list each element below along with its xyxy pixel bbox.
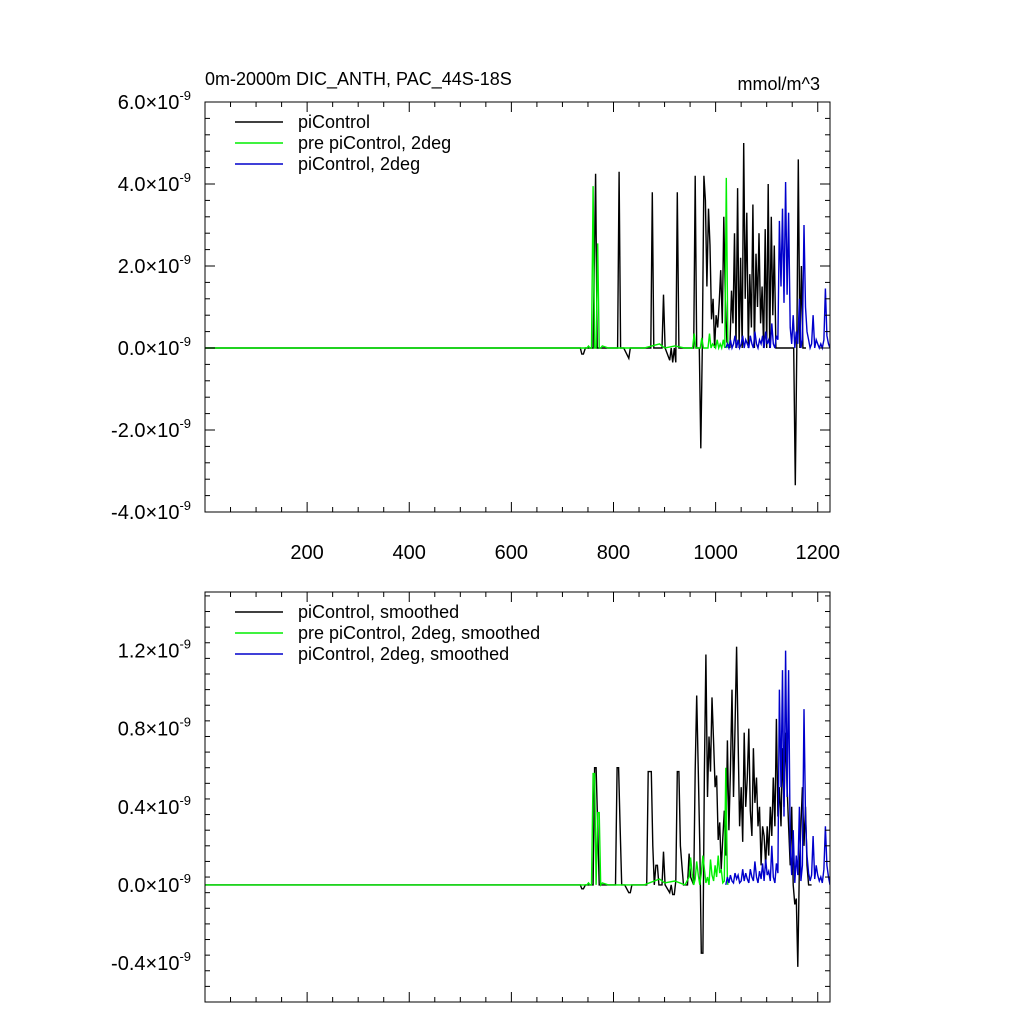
top-x-tick-label: 1200 xyxy=(795,542,840,564)
top-y-tick-label: 2.0×10-9 xyxy=(118,252,191,278)
top-y-tick-label: 0.0×10-9 xyxy=(118,334,191,360)
top-units-label: mmol/m^3 xyxy=(738,74,820,94)
top-y-tick-label: -4.0×10-9 xyxy=(111,498,191,524)
bottom-series-group xyxy=(205,646,830,967)
top-panel: 200 400 600 800 1000 1200 -4.0×10-9 -2.0×10-9 0.… xyxy=(111,69,840,564)
top-x-tick-label: 800 xyxy=(597,542,630,564)
top-series-line-2 xyxy=(725,181,830,351)
top-y-tick-label: 4.0×10-9 xyxy=(118,170,191,196)
bottom-legend-label: piControl, 2deg, smoothed xyxy=(298,644,509,664)
top-legend-label: piControl, 2deg xyxy=(298,154,420,174)
top-x-tick-label: 200 xyxy=(290,542,323,564)
top-y-tick-label: -2.0×10-9 xyxy=(111,416,191,442)
bottom-y-tick-label: 0.4×10-9 xyxy=(118,793,191,819)
top-plot-frame xyxy=(204,101,831,513)
bottom-series-line-2 xyxy=(725,650,830,886)
bottom-legend-label: piControl, smoothed xyxy=(298,602,459,622)
bottom-series-line-1 xyxy=(205,767,729,887)
top-x-tick-label: 600 xyxy=(495,542,528,564)
bottom-y-tick-label: 1.2×10-9 xyxy=(118,637,191,663)
top-x-tick-label: 400 xyxy=(393,542,426,564)
bottom-series-line-0 xyxy=(205,646,812,967)
top-y-tick-label: 6.0×10-9 xyxy=(118,88,191,114)
top-series-group xyxy=(205,142,830,486)
top-x-tick-label: 1000 xyxy=(693,542,738,564)
bottom-y-tick-label: 0.8×10-9 xyxy=(118,715,191,741)
top-series-line-1 xyxy=(205,177,729,351)
bottom-y-tick-label: -0.4×10-9 xyxy=(111,949,191,975)
bottom-y-tick-label: 0.0×10-9 xyxy=(118,871,191,897)
top-series-line-0 xyxy=(205,142,806,486)
bottom-plot-frame xyxy=(204,591,831,1003)
top-legend-label: piControl xyxy=(298,112,370,132)
bottom-panel: -0.4×10-9 0.0×10-9 0.4×10-9 0.8×10-9 1.2×10-… xyxy=(111,591,831,1003)
bottom-legend-label: pre piControl, 2deg, smoothed xyxy=(298,623,540,643)
top-chart-title: 0m-2000m DIC_ANTH, PAC_44S-18S xyxy=(205,69,512,90)
top-legend-label: pre piControl, 2deg xyxy=(298,133,451,153)
